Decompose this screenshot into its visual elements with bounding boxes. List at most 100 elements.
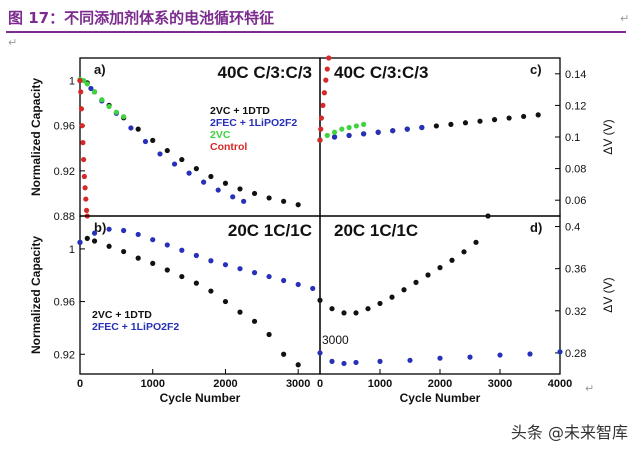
data-point-black (135, 126, 141, 132)
data-point-black (413, 279, 419, 285)
x-tick-label: 1000 (368, 378, 392, 390)
data-point-red (321, 90, 327, 96)
data-point-black (473, 239, 479, 245)
figure-title-bar: 图 17：不同添加剂体系的电池循环特征 (8, 4, 274, 30)
data-point-black (193, 166, 199, 172)
data-point-blue (310, 285, 316, 292)
data-point-blue (346, 132, 352, 139)
y-tick-label: 0.1 (565, 132, 580, 144)
data-point-blue (329, 358, 335, 364)
y-tick-label: 0.32 (565, 306, 586, 318)
data-point-green (331, 129, 338, 135)
data-point-black (222, 298, 229, 305)
data-point-blue (135, 231, 141, 238)
condition-label: 40C C/3:C/3 (218, 63, 312, 82)
condition-label: 20C 1C/1C (228, 221, 312, 240)
x-tick-label: 0 (317, 378, 323, 390)
data-point-black (266, 331, 272, 338)
y-tick-label: 0.92 (54, 166, 75, 178)
panel-letter: c) (530, 62, 542, 77)
y-tick-label: 0.4 (565, 222, 580, 234)
data-point-blue (77, 239, 83, 245)
data-point-blue (295, 281, 301, 288)
title-underline (6, 31, 626, 33)
data-point-red (77, 77, 83, 84)
data-point-black (535, 112, 541, 118)
x-tick-label: 2000 (213, 378, 237, 390)
data-point-black (448, 121, 454, 127)
data-point-green (346, 124, 352, 131)
data-point-blue (157, 151, 163, 157)
data-point-black (135, 255, 141, 261)
data-point-blue (164, 242, 170, 248)
data-point-blue (419, 124, 425, 131)
data-point-black (377, 300, 383, 307)
data-point-green (339, 126, 345, 132)
data-point-black (401, 287, 407, 293)
panel-letter: d) (530, 220, 542, 235)
x-tick-label: 1000 (140, 378, 164, 390)
return-mark-bottom: ↵ (585, 382, 595, 395)
data-point-green (91, 89, 98, 95)
condition-label: 40C C/3:C/3 (334, 63, 428, 82)
data-point-red (317, 137, 323, 143)
data-point-green (81, 77, 87, 84)
data-point-black (266, 195, 272, 201)
legend-entry: 2FEC + 1LiPO2F2 (92, 321, 179, 333)
legend-entry: Control (210, 141, 247, 153)
data-point-black (425, 272, 431, 278)
x-tick-label: 4000 (548, 378, 572, 390)
data-point-blue (404, 126, 410, 132)
data-point-black (251, 190, 258, 197)
data-point-red (81, 173, 87, 180)
data-point-blue (341, 360, 347, 367)
data-point-red (323, 77, 329, 83)
data-point-blue (266, 273, 272, 280)
data-point-black (295, 362, 301, 368)
data-point-blue (375, 129, 381, 135)
y-axis-label: Normalized Capacity (29, 236, 43, 354)
data-point-blue (527, 351, 533, 357)
data-point-blue (251, 270, 258, 276)
data-point-green (106, 103, 112, 110)
data-point-blue (317, 350, 323, 356)
data-point-black (329, 306, 335, 312)
data-point-black (84, 235, 90, 241)
data-point-green (84, 81, 90, 87)
data-point-blue (437, 355, 443, 361)
data-point-green (113, 109, 119, 115)
data-point-blue (497, 352, 503, 358)
data-point-black (179, 156, 185, 163)
legend-entry: 2FEC + 1LiPO2F2 (210, 117, 297, 129)
y-tick-label: 0.06 (565, 195, 586, 207)
data-point-blue (237, 266, 243, 272)
y-tick-label: 0.12 (565, 100, 586, 112)
data-point-blue (121, 227, 127, 234)
data-point-black (150, 137, 156, 143)
data-point-green (353, 123, 359, 129)
data-point-blue (128, 125, 134, 131)
legend-entry: 2VC (210, 129, 231, 141)
data-point-black (353, 310, 359, 316)
data-point-black (341, 310, 347, 316)
data-point-black (521, 113, 527, 120)
data-point-black (251, 318, 258, 324)
x-axis-label: Cycle Number (160, 391, 241, 405)
data-point-blue (353, 359, 359, 366)
data-point-black (281, 198, 287, 204)
data-point-red (326, 55, 332, 61)
data-point-black (121, 248, 127, 255)
data-point-blue (179, 247, 185, 253)
y-tick-label: 1 (69, 76, 75, 88)
data-point-blue (467, 354, 473, 360)
data-point-black (491, 117, 498, 123)
data-point-blue (222, 262, 229, 268)
data-point-red (78, 89, 84, 95)
panel-letter: a) (94, 62, 106, 77)
data-point-black (281, 351, 287, 357)
data-point-blue (557, 349, 563, 355)
data-point-red (83, 207, 90, 213)
return-mark-top: ↵ (620, 12, 630, 25)
data-point-green (361, 121, 367, 127)
